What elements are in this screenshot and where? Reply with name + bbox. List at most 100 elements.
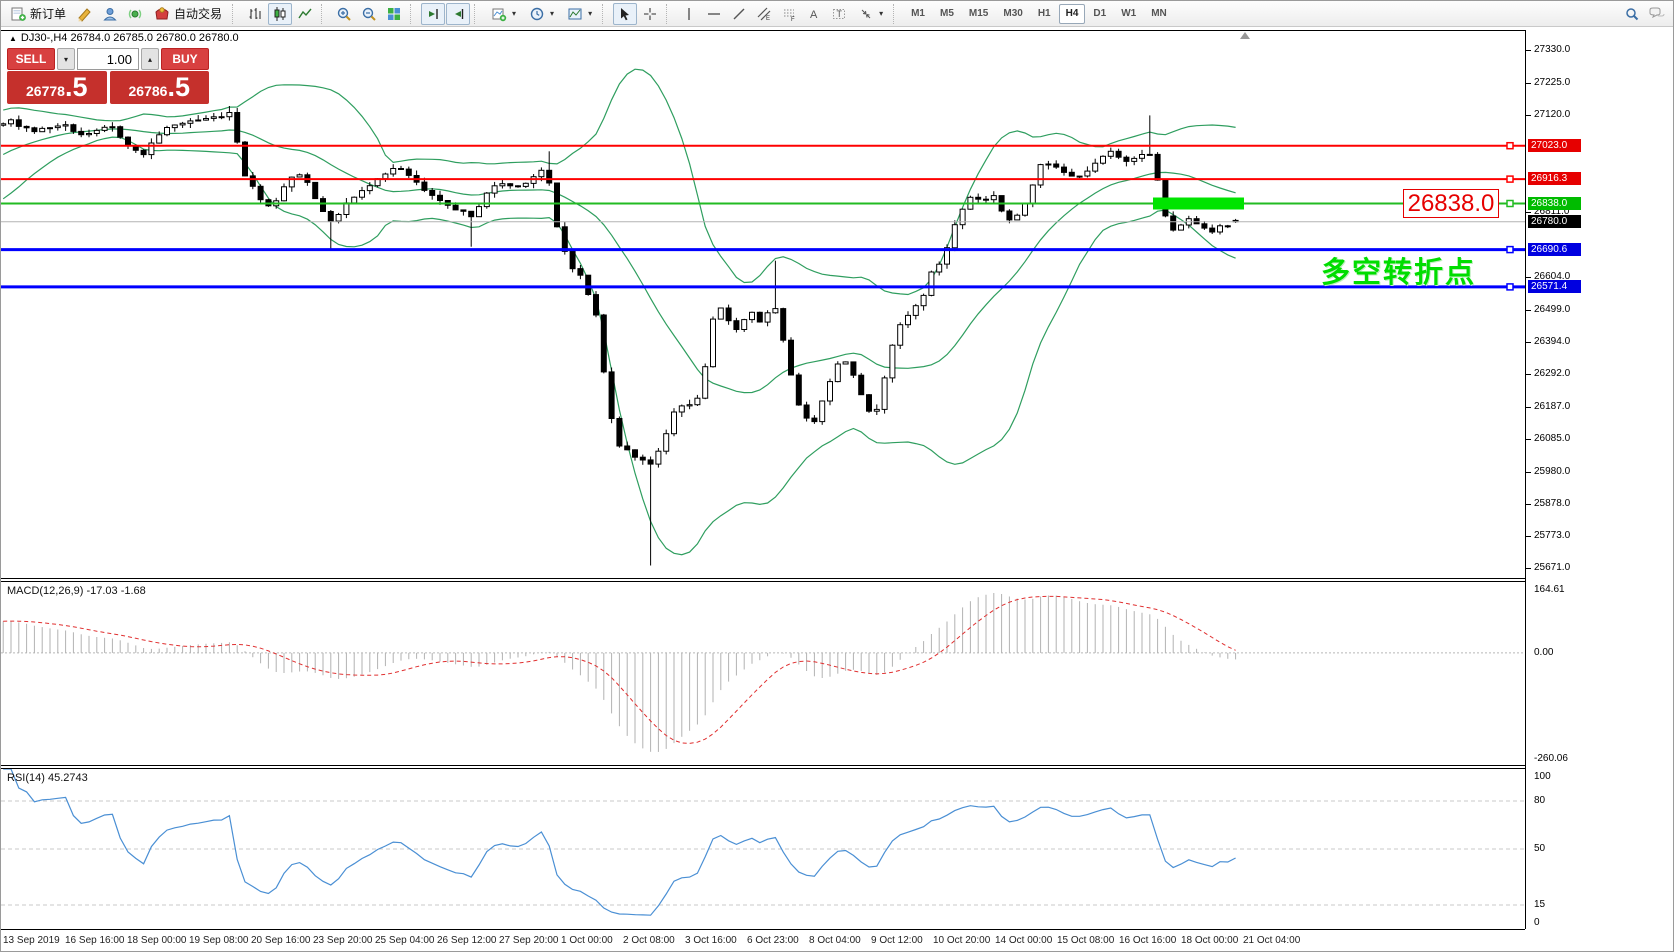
time-tick-label: 27 Sep 20:00 xyxy=(499,935,559,946)
equidistant-channel-button[interactable]: E xyxy=(752,3,776,25)
timeframe-H1[interactable]: H1 xyxy=(1031,4,1058,24)
macd-indicator-panel[interactable] xyxy=(1,582,1525,765)
cursor-button[interactable] xyxy=(613,2,638,25)
vertical-line-button[interactable] xyxy=(677,3,701,25)
rsi-indicator-panel[interactable] xyxy=(1,769,1525,929)
timeframe-D1[interactable]: D1 xyxy=(1086,4,1113,24)
text-label-button[interactable]: T xyxy=(827,3,851,25)
macd-signal-line xyxy=(3,595,1236,744)
line-handle[interactable] xyxy=(1506,141,1514,150)
buy-price-display[interactable]: 26786 .5 xyxy=(109,71,209,104)
rsi-scale-50: 50 xyxy=(1534,843,1546,854)
sell-button[interactable]: SELL xyxy=(7,48,55,70)
volume-increase-button[interactable]: ▴ xyxy=(141,48,159,70)
caret-down-icon: ▾ xyxy=(512,9,517,18)
time-tick-label: 16 Oct 16:00 xyxy=(1119,935,1177,946)
bar-chart-button[interactable] xyxy=(243,3,267,25)
templates-button[interactable]: ▾ xyxy=(561,3,598,25)
trendline-button[interactable] xyxy=(727,3,751,25)
fibonacci-button[interactable]: F xyxy=(777,3,801,25)
indicators-button[interactable]: ▾ xyxy=(485,3,522,25)
line-handle[interactable] xyxy=(1506,283,1514,291)
time-tick-label: 2 Oct 08:00 xyxy=(623,935,675,946)
collapse-icon[interactable]: ▲ xyxy=(9,33,17,43)
price-tick-mark xyxy=(1526,115,1531,116)
caret-down-icon: ▾ xyxy=(550,9,555,18)
signal-button[interactable] xyxy=(123,3,147,25)
timeframe-M1[interactable]: M1 xyxy=(904,4,932,24)
auto-scroll-button[interactable] xyxy=(421,2,446,25)
clock-icon xyxy=(529,6,545,22)
buy-button[interactable]: BUY xyxy=(161,48,209,70)
price-tick-label: 26604.0 xyxy=(1534,271,1571,282)
time-tick-label: 18 Sep 00:00 xyxy=(127,935,187,946)
rsi-scale-0: 0 xyxy=(1534,917,1540,928)
zoom-in-button[interactable] xyxy=(332,3,356,25)
search-button[interactable] xyxy=(1620,3,1644,25)
chart-shift-icon xyxy=(450,6,466,22)
highlight-bar[interactable] xyxy=(1153,197,1244,210)
line-chart-button[interactable] xyxy=(293,3,317,25)
auto-trading-button[interactable]: 自动交易 xyxy=(148,3,228,25)
price-line-label-26690.6: 26690.6 xyxy=(1528,243,1581,256)
new-order-button[interactable]: 新订单 xyxy=(5,3,72,25)
timeframe-M15[interactable]: M15 xyxy=(962,4,995,24)
timeframe-M30[interactable]: M30 xyxy=(996,4,1029,24)
time-tick-label: 1 Oct 00:00 xyxy=(561,935,613,946)
time-tick-label: 21 Oct 04:00 xyxy=(1243,935,1301,946)
bollinger-bands xyxy=(2,68,1236,556)
arrows-button[interactable]: ▾ xyxy=(852,3,889,25)
price-tick-label: 26394.0 xyxy=(1534,336,1571,347)
rsi-line xyxy=(3,769,1236,916)
chart-shift-marker[interactable] xyxy=(1240,32,1250,39)
price-tick-label: 26187.0 xyxy=(1534,401,1571,412)
horizontal-line-objects[interactable] xyxy=(1,141,1525,291)
macd-panel-separator[interactable] xyxy=(1,578,1525,582)
zoom-out-button[interactable] xyxy=(357,3,381,25)
chat-button[interactable] xyxy=(1645,3,1669,25)
crosshair-style-button[interactable] xyxy=(73,3,97,25)
periods-button[interactable]: ▾ xyxy=(523,3,560,25)
rsi-panel-separator[interactable] xyxy=(1,765,1525,769)
timeframe-MN[interactable]: MN xyxy=(1144,4,1174,24)
turning-point-annotation[interactable]: 多空转折点 xyxy=(1321,257,1477,289)
template-icon xyxy=(567,6,583,22)
crosshair-button[interactable] xyxy=(638,3,662,25)
time-tick-label: 8 Oct 04:00 xyxy=(809,935,861,946)
price-tick-mark xyxy=(1526,472,1531,473)
line-handle[interactable] xyxy=(1506,175,1514,183)
price-tick-mark xyxy=(1526,83,1531,84)
profile-button[interactable] xyxy=(98,3,122,25)
time-tick-label: 20 Sep 16:00 xyxy=(251,935,311,946)
timeframe-W1[interactable]: W1 xyxy=(1114,4,1143,24)
time-tick-label: 9 Oct 12:00 xyxy=(871,935,923,946)
chart-shift-button[interactable] xyxy=(446,2,471,25)
tile-windows-icon xyxy=(386,6,402,22)
price-tick-label: 25980.0 xyxy=(1534,466,1571,477)
volume-input[interactable] xyxy=(77,48,139,70)
text-label-icon: T xyxy=(831,6,847,22)
tile-windows-button[interactable] xyxy=(382,3,406,25)
macd-scale-164.61: 164.61 xyxy=(1534,584,1565,595)
price-callout-box[interactable]: 26838.0 xyxy=(1403,189,1499,218)
price-tick-mark xyxy=(1526,568,1531,569)
main-price-chart[interactable] xyxy=(1,31,1525,578)
price-axis[interactable]: 27330.0 27225.0 27120.0 26811.0 26604.0 26499… xyxy=(1526,31,1673,929)
horizontal-line-button[interactable] xyxy=(702,3,726,25)
volume-decrease-button[interactable]: ▾ xyxy=(57,48,75,70)
time-tick-label: 6 Oct 23:00 xyxy=(747,935,799,946)
candlestick-chart-button[interactable] xyxy=(268,2,293,25)
time-tick-label: 10 Oct 20:00 xyxy=(933,935,991,946)
line-handle[interactable] xyxy=(1506,199,1514,208)
timeframe-H4[interactable]: H4 xyxy=(1058,3,1086,24)
price-tick-label: 27120.0 xyxy=(1534,109,1571,120)
text-button[interactable]: A xyxy=(802,3,826,25)
price-tick-mark xyxy=(1526,342,1531,343)
line-handle[interactable] xyxy=(1506,245,1514,254)
chart-frame-right xyxy=(1525,30,1526,929)
rsi-scale-80: 80 xyxy=(1534,795,1546,806)
timeframe-M5[interactable]: M5 xyxy=(933,4,961,24)
time-axis[interactable]: 13 Sep 2019 16 Sep 16:00 18 Sep 00:00 19 Se… xyxy=(1,933,1673,949)
sell-price-display[interactable]: 26778 .5 xyxy=(7,71,107,104)
equidistant-channel-icon: E xyxy=(756,6,772,22)
